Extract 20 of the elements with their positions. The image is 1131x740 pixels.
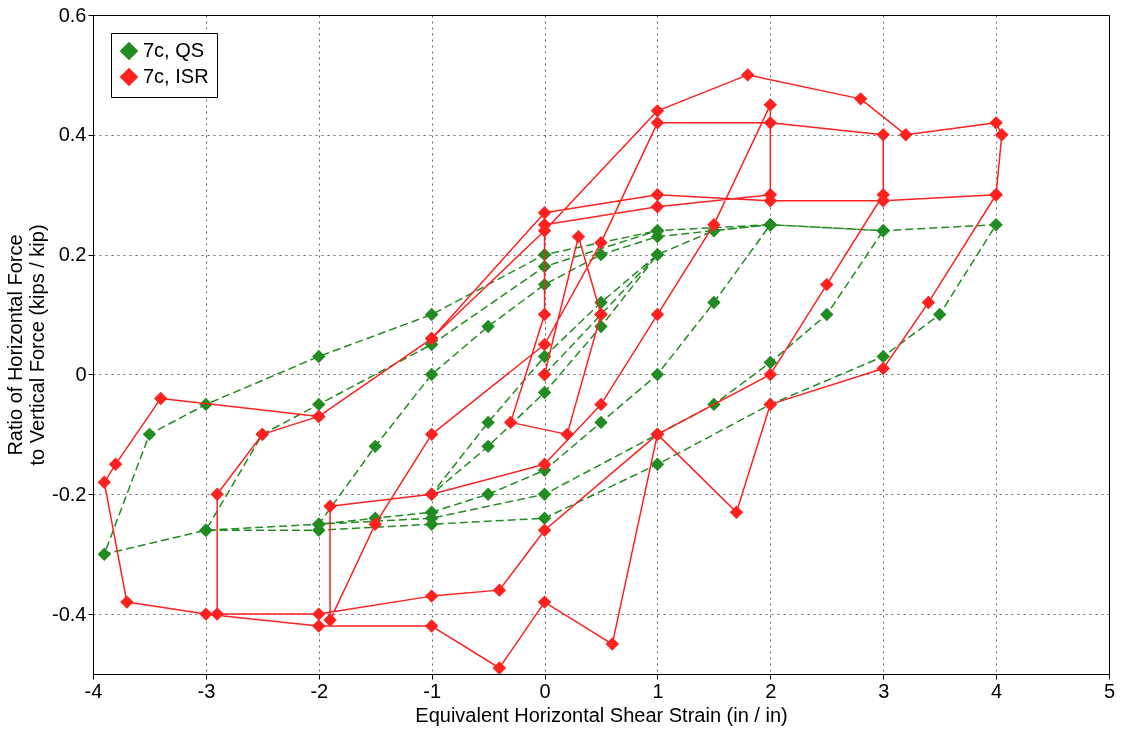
y-tick-label: 0.6	[58, 3, 87, 26]
y-tick-label: -0.2	[52, 482, 87, 505]
legend-label: 7c, QS	[143, 39, 205, 61]
x-tick-label: -4	[84, 679, 103, 702]
x-axis-title: Equivalent Horizontal Shear Strain (in / in)	[415, 703, 788, 726]
x-tick-label: 2	[765, 679, 777, 702]
x-tick-label: 0	[539, 679, 551, 702]
x-tick-label: 4	[991, 679, 1003, 702]
legend-label: 7c, ISR	[143, 65, 209, 87]
x-tick-label: 1	[652, 679, 664, 702]
x-tick-label: -1	[423, 679, 442, 702]
y-tick-label: 0.2	[58, 243, 87, 266]
x-tick-label: 3	[878, 679, 890, 702]
y-tick-label: 0	[75, 362, 87, 385]
y-tick-label: -0.4	[52, 602, 87, 625]
x-tick-label: 5	[1103, 679, 1116, 702]
y-tick-label: 0.4	[58, 123, 87, 146]
x-tick-label: -2	[310, 679, 329, 702]
x-tick-label: -3	[197, 679, 216, 702]
y-axis-title: Ratio of Horizontal Force to Vertical Force (kips / kip)	[4, 224, 49, 466]
